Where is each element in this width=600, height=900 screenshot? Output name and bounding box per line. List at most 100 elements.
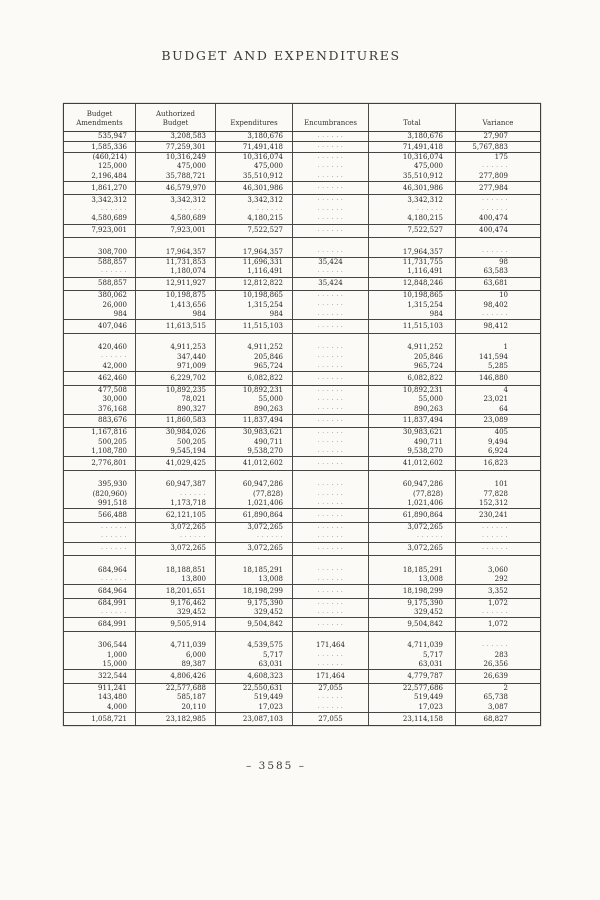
table-cell: 306,544 xyxy=(64,641,136,651)
table-cell: 519,449 xyxy=(369,693,456,703)
table-cell: 77,828 xyxy=(483,489,509,498)
table-cell: 10,892,235 xyxy=(136,385,216,395)
spacer-cell xyxy=(456,471,540,481)
table-cell: . . . . . . xyxy=(136,532,216,542)
table-cell: 63,031 xyxy=(216,660,293,670)
table-cell: 4,180,215 xyxy=(216,214,293,224)
table-cell: 23,021 xyxy=(483,395,509,404)
column-header: Encumbrances xyxy=(293,104,369,131)
table-cell: . . . . . . xyxy=(293,565,369,575)
table-cell: 519,449 xyxy=(216,693,293,703)
table-row: 1,058,721 23,182,985 23,087,103 27,055 23,11… xyxy=(64,713,540,726)
table-cell: 63,031 xyxy=(369,660,456,670)
table-cell: 1,072 xyxy=(487,598,508,607)
table-cell: . . . . . . xyxy=(482,248,508,255)
table-cell: 175 xyxy=(494,152,508,161)
table-cell: . . . . . . xyxy=(293,660,369,670)
data-row-group: 684,964 18,188,851 18,185,291. . . . . . 18… xyxy=(64,555,540,586)
table-row: 991,518 1,173,718 1,021,406. . . . . . 1,02… xyxy=(64,499,540,509)
table-cell: 10,198,875 xyxy=(136,290,216,301)
table-cell: 27,055 xyxy=(293,683,369,694)
table-cell: 395,930 xyxy=(64,480,136,490)
table-cell: 22,550,631 xyxy=(216,683,293,694)
table-cell: 4,911,253 xyxy=(136,343,216,353)
table-cell: 22,577,686 xyxy=(369,683,456,694)
table-cell: 3,060 xyxy=(487,565,508,574)
table-cell: 4,911,252 xyxy=(369,343,456,353)
table-cell: 1,180,074 xyxy=(136,267,216,277)
table-cell: 11,731,755 xyxy=(369,257,456,268)
table-cell: . . . . . . xyxy=(293,214,369,224)
table-cell: 3,342,312 xyxy=(369,195,456,205)
table-cell: 30,984,026 xyxy=(136,428,216,438)
table-row: 911,241 22,577,688 22,550,631 27,055 22,577,… xyxy=(64,683,540,694)
table-cell: 477,508 xyxy=(64,385,136,395)
table-cell: 23,182,985 xyxy=(136,713,216,726)
table-row: . . . . . . 329,452 329,452. . . . . . 329,… xyxy=(64,608,540,618)
spacer-row xyxy=(64,237,540,248)
table-row: 462,460 6,229,702 6,082,822. . . . . . 6,08… xyxy=(64,372,540,385)
table-cell: 27,907 xyxy=(483,132,509,141)
total-row-group: 7,923,001 7,923,001 7,522,527. . . . . . 7,… xyxy=(64,224,540,238)
table-cell: 46,301,986 xyxy=(216,181,293,195)
table-cell: 18,201,651 xyxy=(136,585,216,598)
table-cell: . . . . . . xyxy=(64,542,136,555)
table-cell: . . . . . . xyxy=(293,394,369,405)
table-row: 588,857 12,911,927 12,812,822 35,424 12,848,… xyxy=(64,277,540,290)
table-cell: 9,176,462 xyxy=(136,598,216,609)
data-row-group: (460,214) 10,316,249 10,316,074. . . . . .… xyxy=(64,152,540,182)
table-row: 684,991 9,505,914 9,504,842. . . . . . 9,50… xyxy=(64,618,540,631)
spacer-cell xyxy=(216,470,293,481)
table-cell: . . . . . . xyxy=(369,204,456,215)
table-cell: 3,342,312 xyxy=(64,195,136,205)
table-row: 380,062 10,198,875 10,198,865. . . . . . 10… xyxy=(64,290,540,301)
table-cell: 3,072,265 xyxy=(216,542,293,555)
table-cell: 490,711 xyxy=(369,437,456,447)
table-cell: . . . . . . xyxy=(293,437,369,447)
table-cell: . . . . . . xyxy=(293,290,369,301)
table-row: 984 984 984. . . . . . 984. . . . . . xyxy=(64,309,540,320)
table-cell: 18,185,291 xyxy=(369,565,456,575)
table-row: 2,196,484 35,788,721 35,510,912. . . . . .… xyxy=(64,171,540,181)
table-cell: 1,021,406 xyxy=(369,499,456,509)
table-cell: 71,491,418 xyxy=(216,142,293,152)
spacer-cell xyxy=(456,556,540,566)
table-cell: 3,180,676 xyxy=(369,132,456,142)
table-cell: 146,880 xyxy=(479,373,508,382)
column-header: Expenditures xyxy=(216,104,293,131)
table-row: 588,857 11,731,853 11,696,331 35,424 11,731,… xyxy=(64,257,540,268)
table-row: . . . . . . 347,440 205,846. . . . . . 205,… xyxy=(64,352,540,362)
table-cell: 4,911,252 xyxy=(216,343,293,353)
table-cell: 46,301,986 xyxy=(369,181,456,195)
table-cell: . . . . . . xyxy=(293,499,369,509)
table-row: 684,964 18,188,851 18,185,291. . . . . . 18… xyxy=(64,565,540,575)
table-cell: 4,180,215 xyxy=(369,214,456,224)
table-row: (460,214) 10,316,249 10,316,074. . . . . .… xyxy=(64,152,540,163)
table-cell: . . . . . . xyxy=(293,171,369,181)
column-header: Total xyxy=(369,104,456,131)
table-cell: 5,717 xyxy=(369,650,456,661)
table-cell: 18,198,299 xyxy=(369,585,456,598)
table-cell: 46,579,970 xyxy=(136,181,216,195)
table-cell: 1,315,254 xyxy=(369,300,456,310)
total-row-group: 566,488 62,121,105 61,890,864. . . . . . 61… xyxy=(64,509,540,523)
table-cell: 9,504,842 xyxy=(216,618,293,631)
table-cell: 890,263 xyxy=(216,404,293,414)
table-cell: 77,259,301 xyxy=(136,142,216,152)
table-row: 477,508 10,892,235 10,892,231. . . . . . 10… xyxy=(64,385,540,395)
table-cell: . . . . . . xyxy=(293,195,369,205)
spacer-cell xyxy=(216,555,293,566)
table-cell: 20,110 xyxy=(136,702,216,713)
table-row: . . . . . . 3,072,265 3,072,265. . . . . .… xyxy=(64,542,540,555)
table-cell: 475,000 xyxy=(136,162,216,172)
spacer-cell xyxy=(293,631,369,642)
table-cell: 684,991 xyxy=(64,618,136,631)
spacer-cell xyxy=(456,238,540,248)
table-cell: . . . . . . xyxy=(293,152,369,163)
table-cell: 5,767,883 xyxy=(472,142,508,151)
table-cell: 4,711,039 xyxy=(136,641,216,651)
table-cell: 17,964,357 xyxy=(136,247,216,257)
total-row-group: 883,676 11,860,583 11,837,494. . . . . . 11… xyxy=(64,414,540,429)
table-cell: 965,724 xyxy=(216,361,293,372)
table-cell: 125,000 xyxy=(64,162,136,172)
